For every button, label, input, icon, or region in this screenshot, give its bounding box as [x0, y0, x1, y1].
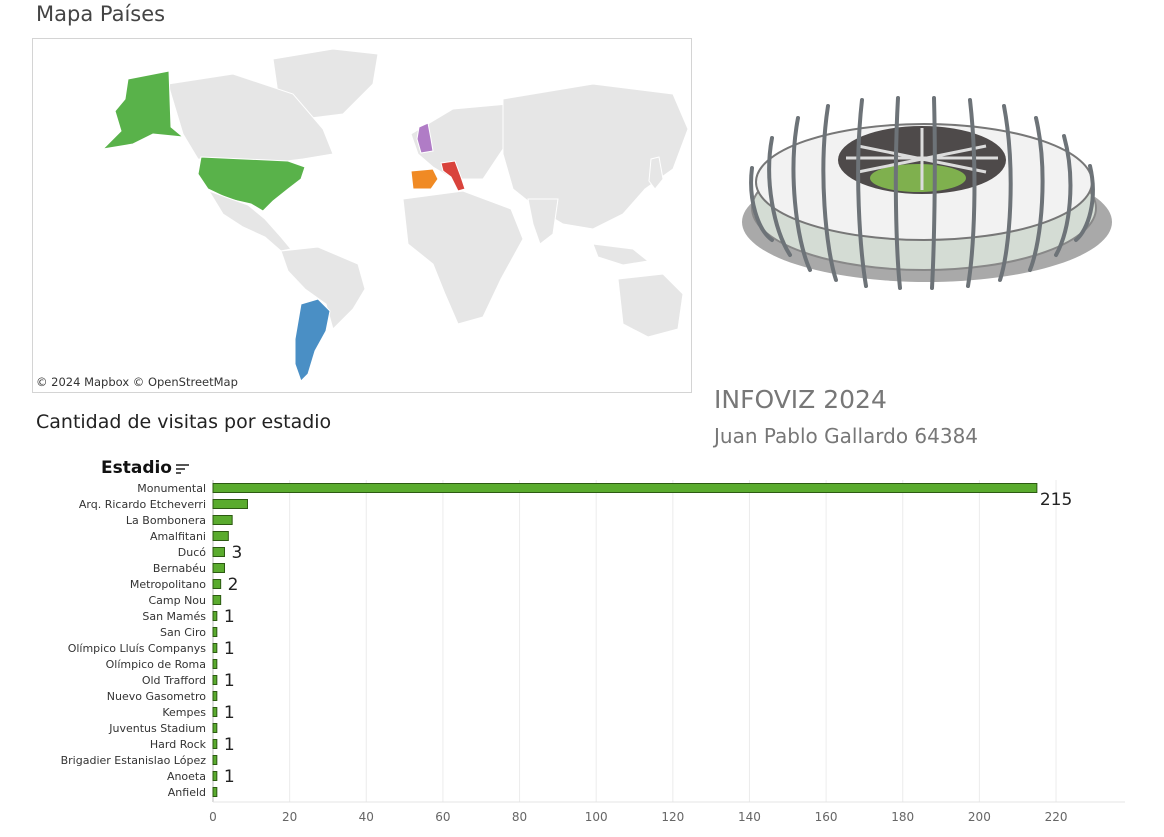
- grid-layer: [212, 480, 1125, 803]
- map-land-india: [527, 198, 559, 245]
- category-label: Kempes: [162, 706, 206, 719]
- map-title: Mapa Países: [36, 2, 166, 26]
- data-label: 215: [1040, 490, 1072, 510]
- x-tick-label: 20: [282, 810, 297, 824]
- category-label: Bernabéu: [153, 562, 206, 575]
- x-tick-label: 140: [738, 810, 761, 824]
- map-land-australia: [617, 273, 684, 338]
- x-tick-label: 220: [1045, 810, 1068, 824]
- category-label: Anfield: [168, 786, 206, 799]
- chart-title: Cantidad de visitas por estadio: [36, 411, 332, 433]
- category-label: Monumental: [137, 482, 206, 495]
- data-label: 2: [228, 575, 239, 595]
- data-label: 3: [231, 543, 242, 563]
- x-tick-label: 40: [359, 810, 374, 824]
- bar[interactable]: [212, 483, 1038, 493]
- bar-chart: 0 20 40 60 80 100 120 140 160 180 200 220 Monumental…: [61, 458, 1125, 824]
- bar[interactable]: [212, 627, 218, 637]
- bar[interactable]: [212, 771, 218, 781]
- bar[interactable]: [212, 691, 218, 701]
- category-label: Juventus Stadium: [108, 722, 206, 735]
- x-tick-label: 180: [891, 810, 914, 824]
- data-label: 1: [224, 703, 235, 723]
- bar[interactable]: [212, 643, 218, 653]
- bar[interactable]: [212, 755, 218, 765]
- bar[interactable]: [212, 707, 218, 717]
- bar[interactable]: [212, 659, 218, 669]
- world-map-svg: [33, 39, 691, 392]
- bar[interactable]: [212, 547, 225, 557]
- x-tick-label: 160: [815, 810, 838, 824]
- x-tick-label: 100: [585, 810, 608, 824]
- category-label: Ducó: [178, 546, 206, 559]
- labels-layer: 0 20 40 60 80 100 120 140 160 180 200 220 Monumental…: [61, 482, 1073, 824]
- data-label: 1: [224, 767, 235, 787]
- data-label: 1: [224, 671, 235, 691]
- data-label: 1: [224, 639, 235, 659]
- bar[interactable]: [212, 595, 222, 605]
- report-author: Juan Pablo Gallardo 64384: [714, 424, 979, 448]
- map-land-indonesia: [592, 243, 650, 266]
- data-label: 1: [224, 735, 235, 755]
- map-country-italy: [440, 160, 466, 192]
- category-label: Metropolitano: [130, 578, 206, 591]
- x-tick-label: 200: [968, 810, 991, 824]
- bar[interactable]: [212, 739, 218, 749]
- category-label: San Ciro: [160, 626, 206, 639]
- map-credit: © 2024 Mapbox © OpenStreetMap: [36, 375, 238, 389]
- data-label: 1: [224, 607, 235, 627]
- bar[interactable]: [212, 531, 229, 541]
- category-label: Nuevo Gasometro: [107, 690, 207, 703]
- bar[interactable]: [212, 563, 225, 573]
- bar[interactable]: [212, 499, 248, 509]
- category-label: San Mamés: [142, 610, 206, 623]
- category-label: Olímpico de Roma: [106, 658, 206, 671]
- x-tick-label: 120: [661, 810, 684, 824]
- stadium-illustration: [742, 96, 1112, 290]
- bars-layer: [212, 483, 1038, 797]
- category-label: Old Trafford: [142, 674, 206, 687]
- report-title: INFOVIZ 2024: [714, 385, 887, 414]
- bar[interactable]: [212, 723, 218, 733]
- bar[interactable]: [212, 579, 222, 589]
- x-tick-label: 60: [435, 810, 450, 824]
- map-country-usa: [197, 156, 306, 212]
- category-label: Arq. Ricardo Etcheverri: [79, 498, 206, 511]
- category-label: Anoeta: [167, 770, 206, 783]
- map-land-canada: [167, 73, 334, 165]
- category-label: Hard Rock: [150, 738, 207, 751]
- map-country-alaska: [101, 70, 185, 150]
- category-label: Olímpico Lluís Companys: [68, 642, 207, 655]
- sort-icon[interactable]: [176, 464, 189, 474]
- category-label: Brigadier Estanislao López: [61, 754, 207, 767]
- axis-header-estadio[interactable]: Estadio: [101, 458, 172, 478]
- map-land-south-america: [280, 246, 366, 330]
- map-country-spain: [410, 168, 439, 190]
- map-land-africa: [402, 190, 524, 325]
- map-country-argentina: [294, 298, 331, 382]
- category-label: La Bombonera: [126, 514, 206, 527]
- world-map[interactable]: [32, 38, 692, 393]
- category-label: Amalfitani: [150, 530, 206, 543]
- bar[interactable]: [212, 675, 218, 685]
- x-tick-label: 80: [512, 810, 527, 824]
- bar[interactable]: [212, 787, 218, 797]
- bar[interactable]: [212, 611, 218, 621]
- map-country-uk: [416, 122, 434, 154]
- map-land-asia: [502, 83, 689, 230]
- bar[interactable]: [212, 515, 233, 525]
- category-label: Camp Nou: [148, 594, 206, 607]
- map-land-japan: [648, 156, 664, 190]
- x-tick-label: 0: [209, 810, 217, 824]
